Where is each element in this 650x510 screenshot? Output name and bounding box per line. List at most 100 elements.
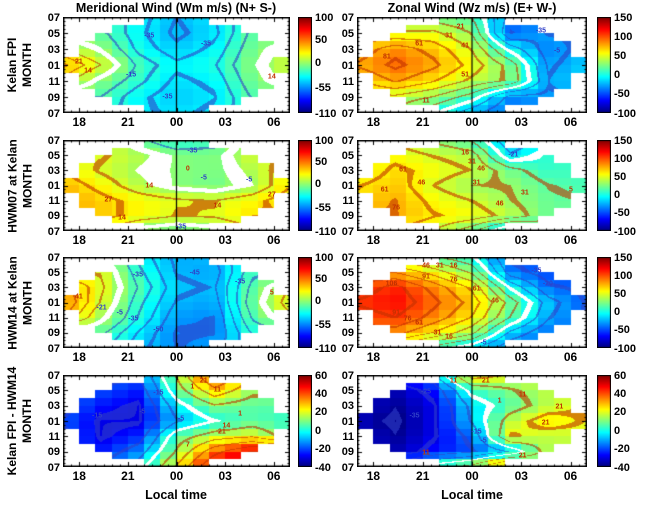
- y-tick-label: 07: [47, 225, 60, 238]
- contour-label: 31: [435, 262, 444, 270]
- contour-label: 46: [477, 165, 486, 173]
- contour-label: 11: [422, 97, 430, 105]
- x-tick-label: 06: [563, 115, 578, 129]
- colorbar-tick-label: -110: [315, 225, 337, 238]
- colorbar-tick-label: 20: [315, 406, 328, 419]
- colorbar-tick-label: 100: [614, 30, 633, 43]
- contour-label: 46: [495, 200, 504, 208]
- y-axis-title-month: MONTH: [20, 163, 34, 208]
- contour-label: -25: [420, 388, 432, 396]
- colorbar-tick-label: 60: [614, 369, 627, 382]
- y-tick-label: 03: [341, 281, 354, 294]
- x-tick-label: 00: [169, 469, 184, 483]
- y-tick-label: 11: [342, 75, 354, 88]
- contour-label: -35: [175, 223, 187, 231]
- contour-label: -15: [153, 389, 164, 397]
- contour-label: -35: [234, 278, 246, 286]
- x-tick-label: 21: [416, 233, 430, 247]
- x-tick-label: 03: [218, 469, 232, 483]
- y-tick-label: 03: [47, 400, 60, 413]
- y-tick-label: 01: [47, 415, 60, 428]
- x-tick-label: 06: [267, 115, 281, 129]
- row-label-2: HWM14 at Kelan MONTH: [5, 234, 37, 371]
- colorbar-tick-label: 0: [614, 69, 621, 82]
- y-tick-label: 11: [342, 312, 354, 325]
- colorbar-tick-label: 50: [614, 49, 627, 62]
- x-tick-label: 18: [366, 469, 381, 483]
- row-label-line1: Kelan FPI: [5, 37, 19, 93]
- contour-label: 5: [269, 289, 274, 297]
- contour-label: 76: [449, 276, 458, 284]
- contour-label: -35: [162, 93, 173, 101]
- x-tick-label: 00: [465, 115, 479, 129]
- y-tick-label: 09: [47, 210, 60, 223]
- y-tick-label: 07: [341, 251, 354, 264]
- colorbar-tick-label: 0: [614, 424, 621, 437]
- colorbar-tick-label: 50: [315, 156, 328, 169]
- y-tick-label: 11: [342, 430, 354, 443]
- y-tick-label: 11: [48, 312, 60, 325]
- colorbar-tick-label: 60: [315, 369, 328, 382]
- y-tick-label: 01: [341, 297, 354, 309]
- colorbar-r2-right: [597, 140, 611, 231]
- contour-label: 31: [472, 179, 481, 187]
- y-tick-label: 05: [341, 149, 354, 162]
- contour-label: 46: [491, 297, 499, 305]
- contour-label: 61: [380, 186, 389, 194]
- y-tick-label: 03: [341, 164, 354, 177]
- contour-label: 11: [422, 449, 430, 457]
- y-tick-label: 05: [47, 27, 60, 40]
- y-tick-label: 11: [48, 430, 60, 443]
- colorbar-r4-left: [298, 375, 312, 467]
- y-tick-label: 07: [341, 461, 354, 474]
- heatmap-panel-r2-right: [357, 140, 587, 231]
- contour-label: 106: [385, 280, 398, 288]
- colorbar-tick-label: 150: [614, 134, 633, 147]
- contour-label: -5: [246, 176, 253, 184]
- x-tick-label: 21: [121, 469, 135, 483]
- contour-label: -15: [91, 412, 103, 420]
- x-tick-label: 21: [416, 115, 430, 129]
- y-tick-label: 07: [341, 11, 354, 24]
- contour-label: 61: [415, 319, 423, 327]
- colorbar-tick-label: -110: [315, 107, 337, 120]
- heatmap-panel-r3-left: [63, 257, 290, 348]
- colorbar-r1-left: [298, 17, 312, 113]
- y-tick-label: 05: [47, 266, 60, 279]
- colorbar-tick-label: -50: [614, 88, 630, 101]
- contour-label: 21: [541, 419, 550, 427]
- x-tick-label: 06: [563, 233, 578, 247]
- colorbar-tick-label: 50: [614, 287, 627, 300]
- y-tick-label: 01: [47, 180, 60, 192]
- contour-label: 14: [145, 182, 154, 189]
- row-label-line1: Kelan FPI - HWM14: [5, 366, 19, 476]
- x-tick-label: 03: [218, 115, 232, 129]
- colorbar-tick-label: 100: [614, 152, 633, 165]
- y-tick-label: 09: [341, 327, 354, 340]
- x-tick-label: 18: [366, 233, 381, 247]
- contour-label: 14: [84, 67, 92, 75]
- colorbar-tick-label: -40: [315, 461, 331, 474]
- row-label-3: Kelan FPI - HWM14 MONTH: [5, 352, 37, 490]
- heatmap-panel-r1-right: [357, 17, 587, 113]
- contour-label: -5: [553, 47, 561, 55]
- contour-label: 21: [518, 452, 527, 460]
- y-tick-label: 03: [341, 43, 354, 56]
- x-tick-label: 21: [121, 233, 135, 247]
- colorbar-tick-label: -55: [315, 318, 331, 331]
- x-tick-label: 06: [267, 350, 281, 364]
- colorbar-tick-label: 100: [614, 269, 633, 282]
- contour-label: 61: [399, 166, 407, 174]
- y-tick-label: 11: [48, 75, 60, 88]
- colorbar-tick-label: -55: [315, 82, 331, 95]
- colorbar-tick-label: 0: [315, 424, 322, 437]
- contour-label: -35: [535, 27, 547, 35]
- colorbar-tick-label: 40: [315, 387, 328, 400]
- colorbar-r3-left: [298, 257, 312, 348]
- y-tick-label: 03: [47, 43, 60, 56]
- colorbar-tick-label: 150: [614, 251, 633, 264]
- colorbar-tick-label: 0: [614, 189, 621, 202]
- y-tick-label: 07: [341, 107, 354, 120]
- y-axis-title-month: MONTH: [20, 43, 34, 87]
